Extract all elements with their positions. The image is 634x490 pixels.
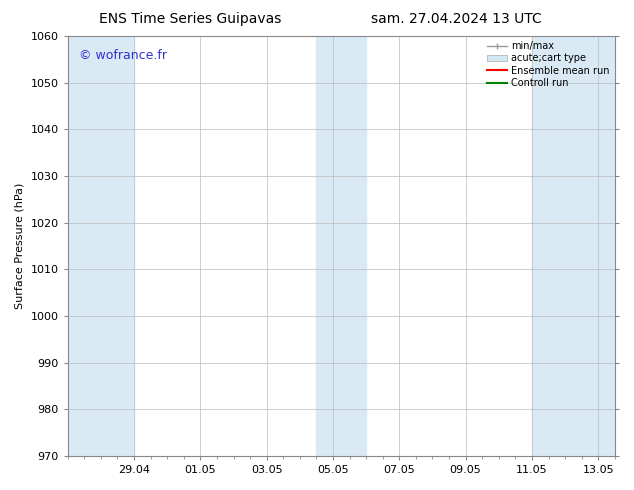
Text: sam. 27.04.2024 13 UTC: sam. 27.04.2024 13 UTC [371, 12, 542, 26]
Text: ENS Time Series Guipavas: ENS Time Series Guipavas [99, 12, 281, 26]
Bar [68, 36, 134, 456]
Bar [532, 36, 615, 456]
Bar [316, 36, 366, 456]
Legend: min/max, acute;cart type, Ensemble mean run, Controll run: min/max, acute;cart type, Ensemble mean … [485, 39, 612, 90]
Text: © wofrance.fr: © wofrance.fr [79, 49, 167, 62]
Y-axis label: Surface Pressure (hPa): Surface Pressure (hPa) [15, 183, 25, 309]
